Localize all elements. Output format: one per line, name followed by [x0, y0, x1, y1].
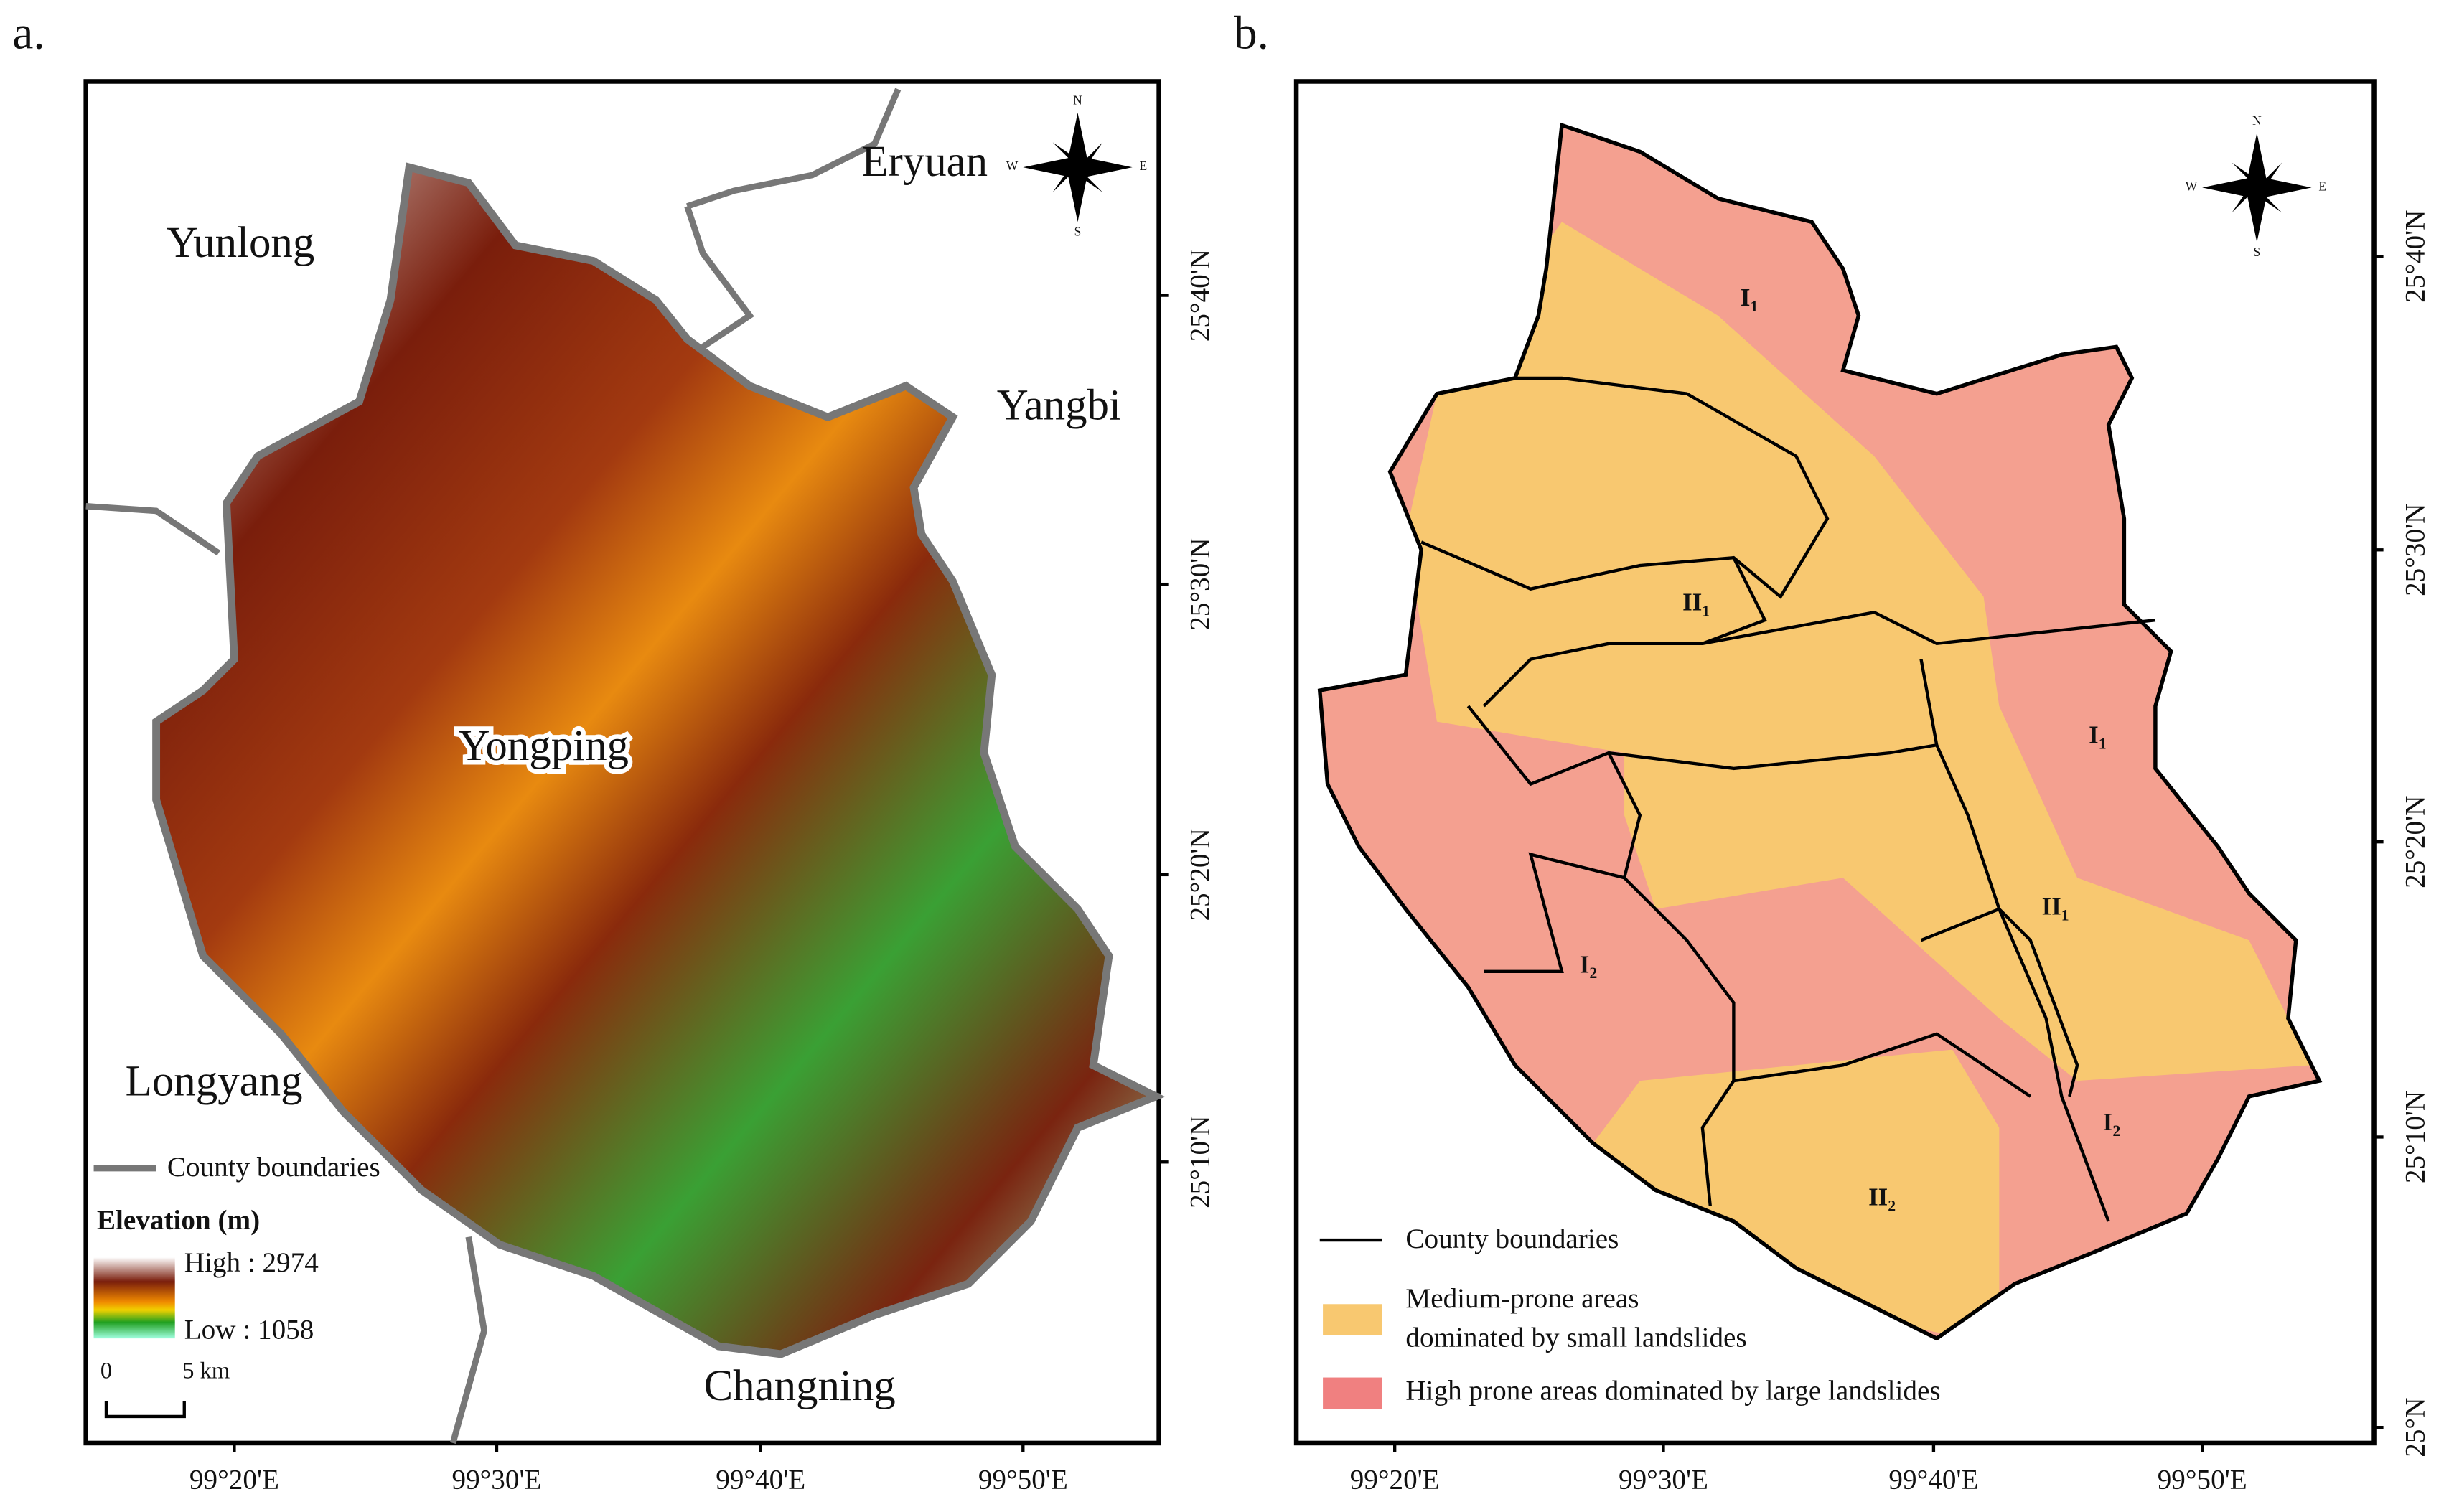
compass-letter: S — [2254, 245, 2261, 259]
y-axis-label: 25°20'N — [1185, 828, 1216, 921]
elevation-map — [152, 162, 1166, 1358]
legend-label: High prone areas dominated by large land… — [1405, 1375, 1940, 1406]
zone-subscript: 2 — [2112, 1122, 2120, 1140]
place-name: Longyang — [126, 1058, 303, 1106]
zone-subscript: 1 — [1702, 602, 1710, 619]
zone-label: II1 — [2042, 893, 2069, 924]
legend-label: County boundaries — [1405, 1224, 1619, 1254]
scale-bar — [104, 1401, 186, 1419]
panel-label: b. — [1234, 8, 1269, 60]
medium-prone-zone — [1593, 1049, 2000, 1339]
compass-letter: W — [1006, 159, 1019, 173]
place-name: Yangbi — [997, 381, 1121, 429]
zone-subscript: 1 — [1750, 298, 1758, 315]
x-axis-label: 99°40'E — [1888, 1464, 1978, 1495]
place-name: Eryuan — [861, 138, 988, 186]
zone-numeral: I — [1580, 950, 1590, 978]
legend-title: Elevation (m) — [97, 1205, 260, 1236]
legend-swatch — [1323, 1377, 1382, 1409]
x-axis-label: 99°20'E — [1350, 1464, 1440, 1495]
place-name: Yunlong — [167, 219, 314, 267]
y-axis-label: 25°40'N — [1185, 249, 1216, 342]
zone-label: I1 — [2089, 720, 2106, 752]
compass-letter: E — [2318, 179, 2326, 193]
legend-swatch — [1323, 1304, 1382, 1335]
zone-label: I1 — [1741, 283, 1758, 315]
zone-numeral: II — [1868, 1183, 1888, 1211]
zone-numeral: II — [2042, 893, 2061, 921]
y-axis-label: 25°20'N — [2399, 796, 2430, 888]
zone-subscript: 1 — [2061, 907, 2069, 924]
compass-letter: N — [1073, 93, 1082, 108]
x-axis-label: 99°50'E — [978, 1464, 1068, 1495]
legend-label: Medium-prone areas — [1405, 1283, 1639, 1314]
x-axis-label: 99°40'E — [716, 1464, 805, 1495]
compass-rose — [1052, 142, 1103, 192]
panel-label: a. — [12, 8, 45, 60]
zone-numeral: I — [2103, 1108, 2113, 1136]
zone-numeral: II — [1682, 588, 1702, 616]
place-name: Yongping — [458, 722, 629, 770]
y-axis-label: 25°30'N — [2399, 504, 2430, 596]
zone-label: I2 — [2103, 1108, 2120, 1140]
y-axis-label: 25°N — [2399, 1398, 2430, 1457]
legend-label: High : 2974 — [184, 1247, 319, 1278]
zone-subscript: 1 — [2099, 735, 2107, 752]
county-boundary — [686, 88, 902, 210]
elevation-ramp — [93, 1257, 175, 1339]
county-boundary — [449, 1236, 488, 1445]
compass-letter: S — [1074, 225, 1082, 239]
zone-subscript: 2 — [1888, 1197, 1896, 1214]
county-boundaries — [1420, 376, 2156, 1222]
medium-prone-zone — [1405, 222, 2312, 1081]
scale-label: 5 km — [182, 1358, 230, 1384]
x-axis-label: 99°20'E — [189, 1464, 279, 1495]
place-name: Changning — [703, 1362, 895, 1410]
legend-label: Low : 1058 — [184, 1314, 314, 1345]
zone-label: II2 — [1868, 1183, 1896, 1214]
y-axis-label: 25°30'N — [1185, 537, 1216, 630]
compass-rose — [2232, 162, 2282, 213]
x-axis-label: 99°30'E — [451, 1464, 541, 1495]
county-boundary — [85, 502, 221, 556]
legend-label: County boundaries — [167, 1152, 380, 1183]
y-axis-label: 25°10'N — [2399, 1091, 2430, 1183]
county-boundary — [684, 205, 754, 350]
x-axis-label: 99°50'E — [2158, 1464, 2247, 1495]
compass-letter: W — [2186, 179, 2198, 193]
compass-letter: N — [2252, 113, 2262, 128]
scale-label: 0 — [100, 1358, 112, 1384]
zone-numeral: I — [2089, 720, 2099, 748]
legend-label: dominated by small landslides — [1405, 1322, 1746, 1353]
compass-letter: E — [1140, 159, 1148, 173]
y-axis-label: 25°40'N — [2399, 210, 2430, 303]
zone-label: I2 — [1580, 950, 1597, 982]
y-axis-label: 25°10'N — [1185, 1116, 1216, 1208]
zone-subscript: 2 — [1589, 964, 1597, 982]
zone-label: II1 — [1682, 588, 1710, 619]
zone-numeral: I — [1741, 283, 1751, 311]
x-axis-label: 99°30'E — [1619, 1464, 1708, 1495]
